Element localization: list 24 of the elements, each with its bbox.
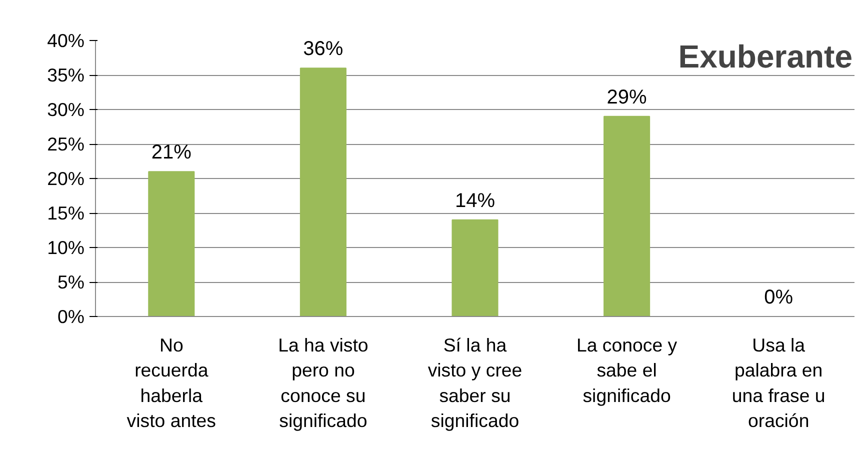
data-label: 14% [454,190,496,212]
data-label: 0% [764,286,794,308]
y-tick-label: 40% [47,30,85,51]
y-tick-label: 0% [58,306,85,327]
y-tick-label: 20% [47,168,85,189]
y-tick-label: 15% [47,202,85,224]
x-tick-label: No recuerda haberla visto antes [126,334,216,432]
data-label: 29% [606,86,648,108]
x-tick-label: La ha visto pero no conoce su significado [278,334,368,432]
x-tick-label: La conoce y sabe el significado [576,334,678,406]
bar [604,116,650,316]
y-tick-label: 25% [47,134,85,154]
y-tick-label: 30% [47,99,85,120]
bar [148,171,195,316]
x-tick-label: Usa la palabra en una frase u oración [732,334,826,432]
data-label: 36% [303,38,344,60]
data-label: 21% [151,142,192,164]
bar [300,68,346,316]
y-tick-label: 5% [58,272,85,292]
y-tick-label: 10% [47,237,85,258]
x-tick-label: Sí la ha visto y cree saber su significado [428,334,522,432]
y-tick-label: 35% [47,64,85,86]
bar [452,219,498,316]
chart-title: Exuberante [678,38,852,74]
